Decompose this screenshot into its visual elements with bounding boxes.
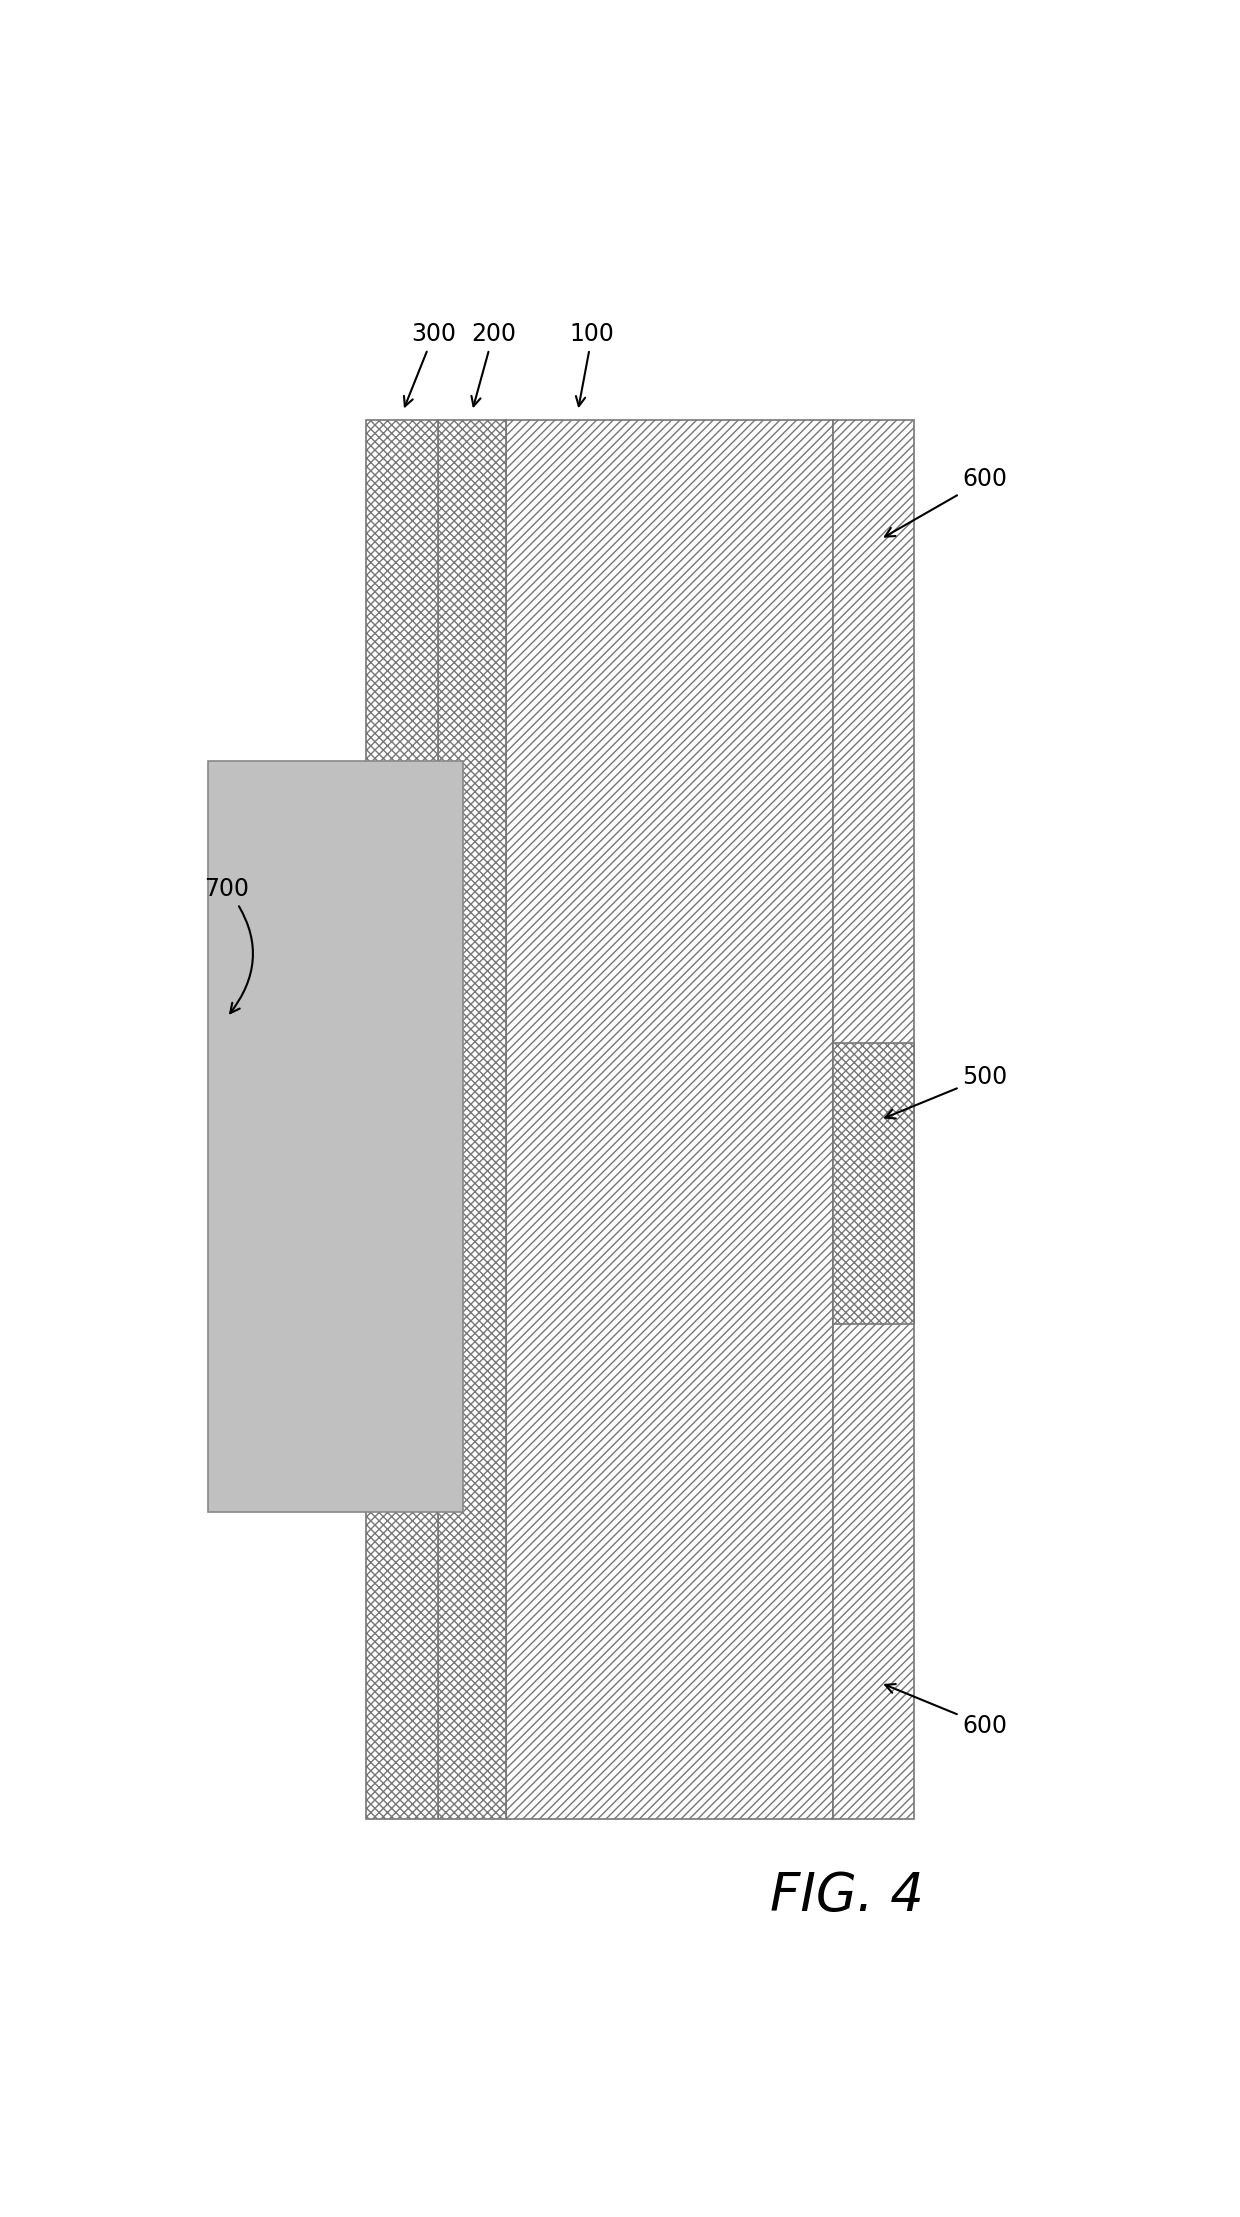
Bar (208, 760, 463, 1512)
Bar (439, 419, 506, 1820)
Text: 500: 500 (885, 1064, 1007, 1117)
Text: 600: 600 (885, 468, 1007, 537)
Text: 700: 700 (205, 878, 253, 1013)
Bar (506, 419, 832, 1820)
Text: 300: 300 (404, 321, 456, 406)
Text: 200: 200 (471, 321, 516, 406)
Bar (832, 1042, 914, 1324)
Bar (367, 419, 439, 1820)
Text: FIG. 4: FIG. 4 (770, 1871, 924, 1922)
Text: 100: 100 (570, 321, 615, 406)
Text: 600: 600 (885, 1685, 1007, 1738)
Bar (832, 419, 914, 1820)
